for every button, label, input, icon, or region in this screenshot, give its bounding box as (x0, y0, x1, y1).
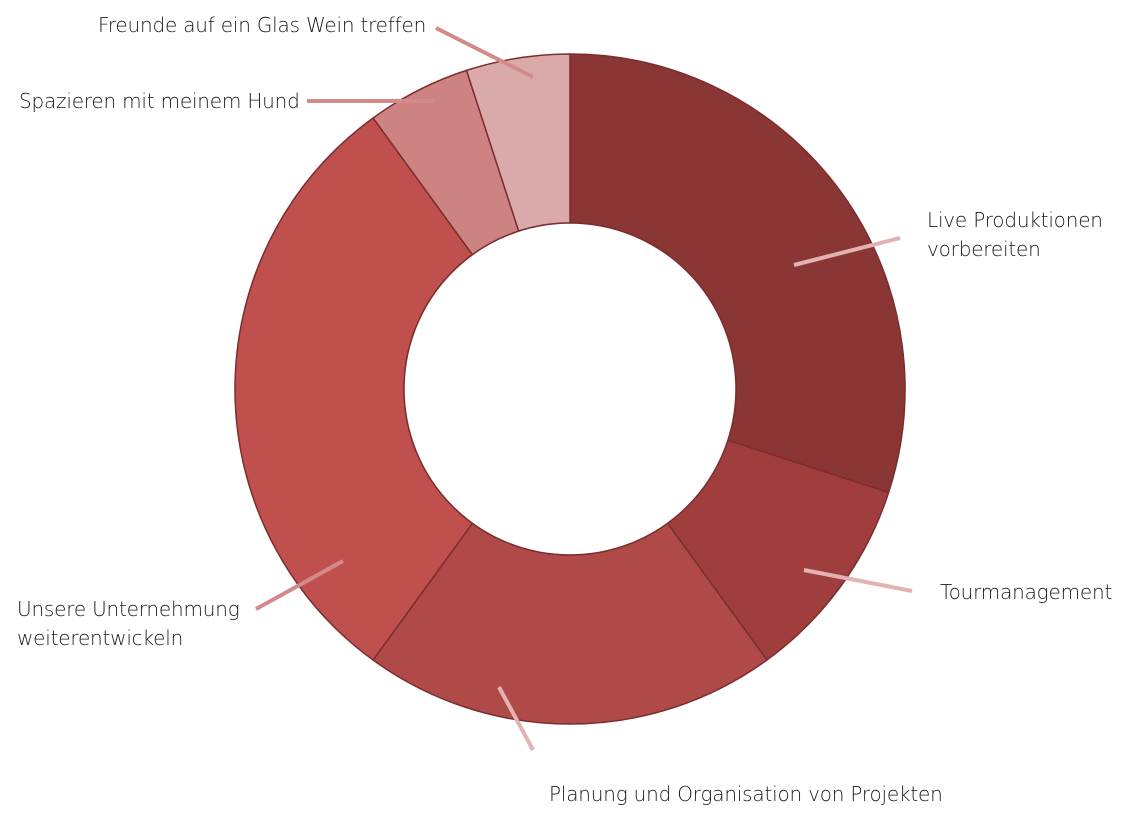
leader-line-live-produktionen (793, 236, 901, 267)
slice-label-unternehmung: Unsere Unternehmung weiterentwickeln (17, 597, 240, 650)
leader-line-unternehmung (255, 559, 344, 611)
slice-label-tourmanagement: Tourmanagement (940, 580, 1113, 604)
slice-label-live-produktionen: Live Produktionen vorbereiten (927, 208, 1103, 261)
slice-label-planung-organisation: Planung und Organisation von Projekten (549, 782, 943, 806)
slice-label-spazieren-hund: Spazieren mit meinem Hund (19, 89, 300, 113)
leader-line-freunde-wein (435, 26, 534, 79)
slices-layer (234, 53, 906, 725)
leader-line-tourmanagement (803, 568, 913, 593)
leaders-layer (255, 26, 913, 751)
slice-label-freunde-wein: Freunde auf ein Glas Wein treffen (98, 13, 427, 37)
donut-hole (403, 222, 737, 556)
leader-line-planung-organisation (497, 686, 535, 751)
